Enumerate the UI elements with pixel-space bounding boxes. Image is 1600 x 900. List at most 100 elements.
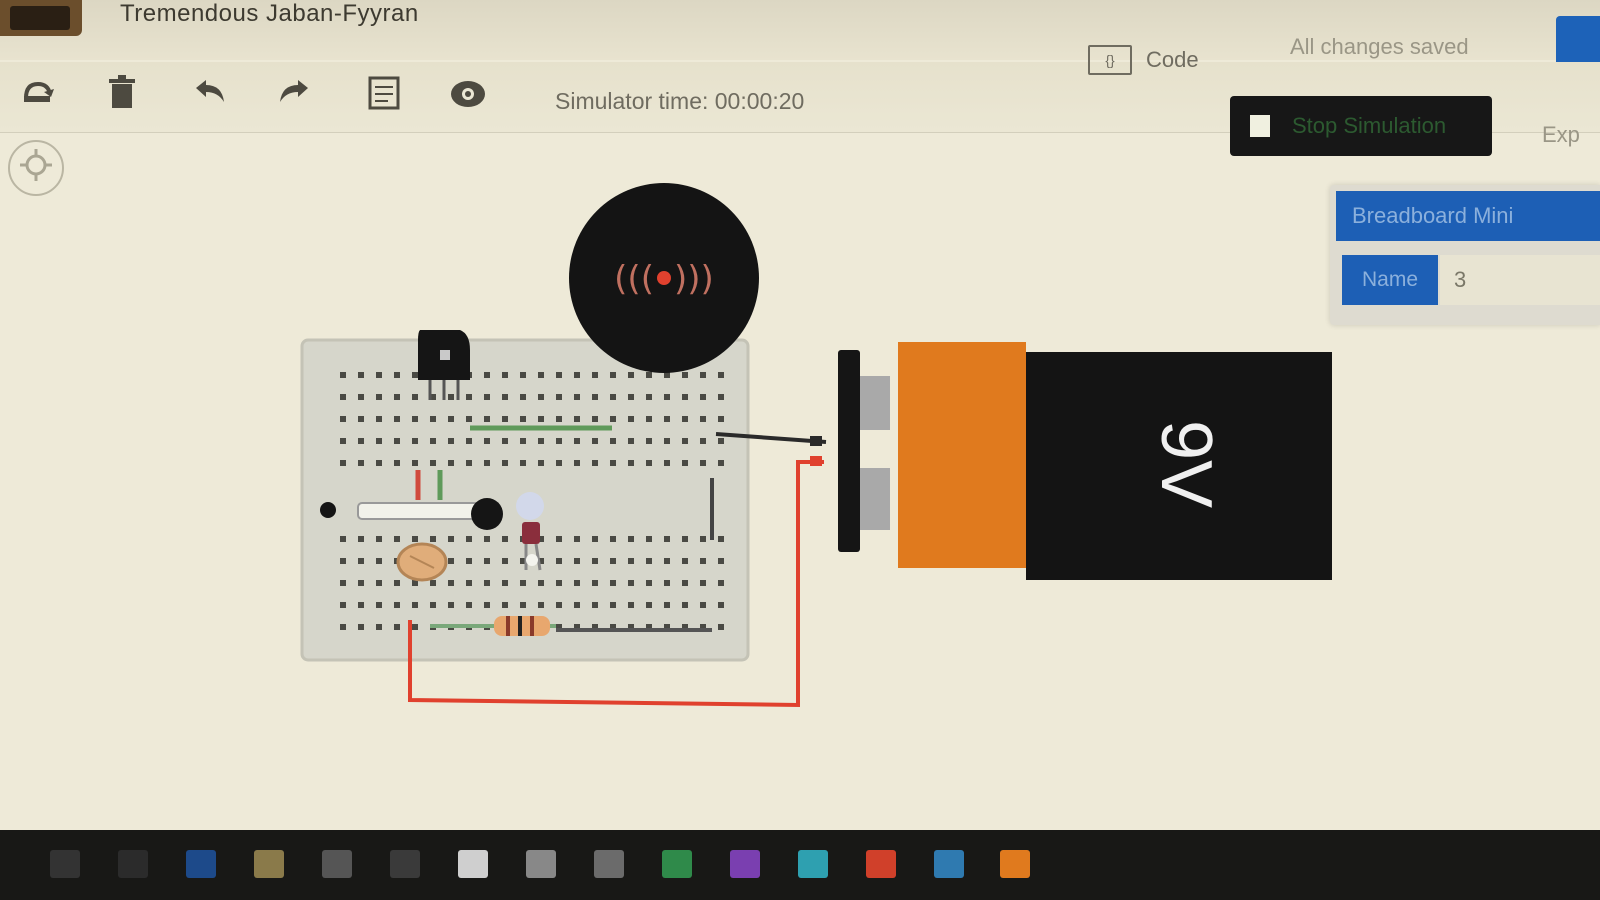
terminal-positive[interactable]: [810, 456, 822, 466]
breadboard-hole[interactable]: [394, 536, 400, 542]
taskbar-store-icon[interactable]: [322, 850, 352, 878]
taskbar-edge-icon[interactable]: [186, 850, 216, 878]
breadboard-hole[interactable]: [556, 394, 562, 400]
breadboard-hole[interactable]: [340, 580, 346, 586]
breadboard-hole[interactable]: [538, 602, 544, 608]
breadboard-hole[interactable]: [448, 416, 454, 422]
breadboard-hole[interactable]: [628, 438, 634, 444]
taskbar-app5-icon[interactable]: [934, 850, 964, 878]
breadboard-hole[interactable]: [502, 438, 508, 444]
breadboard-hole[interactable]: [376, 372, 382, 378]
breadboard-hole[interactable]: [556, 558, 562, 564]
breadboard-hole[interactable]: [592, 602, 598, 608]
breadboard-hole[interactable]: [700, 536, 706, 542]
breadboard-hole[interactable]: [394, 394, 400, 400]
terminal-negative[interactable]: [810, 436, 822, 446]
breadboard-hole[interactable]: [484, 438, 490, 444]
breadboard-hole[interactable]: [610, 536, 616, 542]
breadboard-hole[interactable]: [376, 394, 382, 400]
breadboard-hole[interactable]: [520, 602, 526, 608]
breadboard-hole[interactable]: [610, 580, 616, 586]
breadboard-hole[interactable]: [358, 416, 364, 422]
export-link[interactable]: Exp: [1542, 122, 1580, 147]
breadboard-hole[interactable]: [430, 460, 436, 466]
resistor[interactable]: [430, 616, 556, 636]
breadboard-hole[interactable]: [376, 438, 382, 444]
breadboard-hole[interactable]: [700, 624, 706, 630]
breadboard-hole[interactable]: [700, 438, 706, 444]
wire-red[interactable]: [408, 460, 824, 708]
breadboard-hole[interactable]: [664, 372, 670, 378]
breadboard-hole[interactable]: [700, 416, 706, 422]
breadboard-hole[interactable]: [646, 536, 652, 542]
breadboard-hole[interactable]: [592, 438, 598, 444]
breadboard-hole[interactable]: [664, 602, 670, 608]
breadboard-hole[interactable]: [718, 394, 724, 400]
breadboard-hole[interactable]: [646, 394, 652, 400]
breadboard-hole[interactable]: [412, 438, 418, 444]
breadboard-hole[interactable]: [664, 580, 670, 586]
breadboard-hole[interactable]: [466, 602, 472, 608]
breadboard-hole[interactable]: [646, 438, 652, 444]
breadboard-hole[interactable]: [610, 372, 616, 378]
code-button[interactable]: {} Code: [1080, 40, 1207, 80]
breadboard-hole[interactable]: [574, 438, 580, 444]
breadboard-hole[interactable]: [664, 394, 670, 400]
breadboard-hole[interactable]: [502, 580, 508, 586]
breadboard-hole[interactable]: [610, 416, 616, 422]
breadboard-hole[interactable]: [376, 416, 382, 422]
transistor[interactable]: [418, 330, 470, 400]
breadboard-hole[interactable]: [664, 416, 670, 422]
breadboard-hole[interactable]: [394, 438, 400, 444]
breadboard-hole[interactable]: [718, 624, 724, 630]
breadboard-hole[interactable]: [628, 416, 634, 422]
breadboard-hole[interactable]: [430, 536, 436, 542]
breadboard-hole[interactable]: [394, 602, 400, 608]
breadboard-hole[interactable]: [340, 602, 346, 608]
breadboard-hole[interactable]: [520, 438, 526, 444]
breadboard-hole[interactable]: [646, 416, 652, 422]
breadboard-hole[interactable]: [556, 602, 562, 608]
breadboard-hole[interactable]: [574, 372, 580, 378]
breadboard-hole[interactable]: [502, 602, 508, 608]
breadboard-hole[interactable]: [682, 460, 688, 466]
breadboard-hole[interactable]: [628, 602, 634, 608]
breadboard-hole[interactable]: [718, 438, 724, 444]
breadboard-hole[interactable]: [718, 372, 724, 378]
breadboard-hole[interactable]: [610, 460, 616, 466]
breadboard-hole[interactable]: [538, 394, 544, 400]
breadboard-hole[interactable]: [412, 624, 418, 630]
led[interactable]: [516, 492, 544, 571]
breadboard-hole[interactable]: [502, 536, 508, 542]
breadboard-hole[interactable]: [538, 580, 544, 586]
breadboard-hole[interactable]: [682, 580, 688, 586]
breadboard-hole[interactable]: [340, 416, 346, 422]
breadboard-hole[interactable]: [502, 416, 508, 422]
breadboard-hole[interactable]: [538, 372, 544, 378]
breadboard-hole[interactable]: [448, 602, 454, 608]
breadboard-hole[interactable]: [574, 602, 580, 608]
breadboard-hole[interactable]: [358, 394, 364, 400]
breadboard-hole[interactable]: [610, 438, 616, 444]
breadboard-hole[interactable]: [610, 624, 616, 630]
breadboard-hole[interactable]: [556, 624, 562, 630]
breadboard-hole[interactable]: [664, 536, 670, 542]
taskbar-mail-icon[interactable]: [526, 850, 556, 878]
breadboard-hole[interactable]: [340, 438, 346, 444]
breadboard-hole[interactable]: [484, 394, 490, 400]
breadboard-hole[interactable]: [358, 624, 364, 630]
breadboard-hole[interactable]: [340, 372, 346, 378]
breadboard-hole[interactable]: [556, 580, 562, 586]
breadboard-hole[interactable]: [448, 536, 454, 542]
taskbar-app-icon[interactable]: [390, 850, 420, 878]
breadboard-hole[interactable]: [412, 372, 418, 378]
breadboard-hole[interactable]: [592, 372, 598, 378]
breadboard-hole[interactable]: [412, 416, 418, 422]
breadboard-hole[interactable]: [520, 372, 526, 378]
breadboard-hole[interactable]: [448, 580, 454, 586]
project-title[interactable]: Tremendous Jaban-Fyyran: [120, 0, 419, 27]
taskbar-onenote-icon[interactable]: [730, 850, 760, 878]
breadboard-hole[interactable]: [682, 438, 688, 444]
breadboard-hole[interactable]: [340, 536, 346, 542]
breadboard-hole[interactable]: [628, 460, 634, 466]
